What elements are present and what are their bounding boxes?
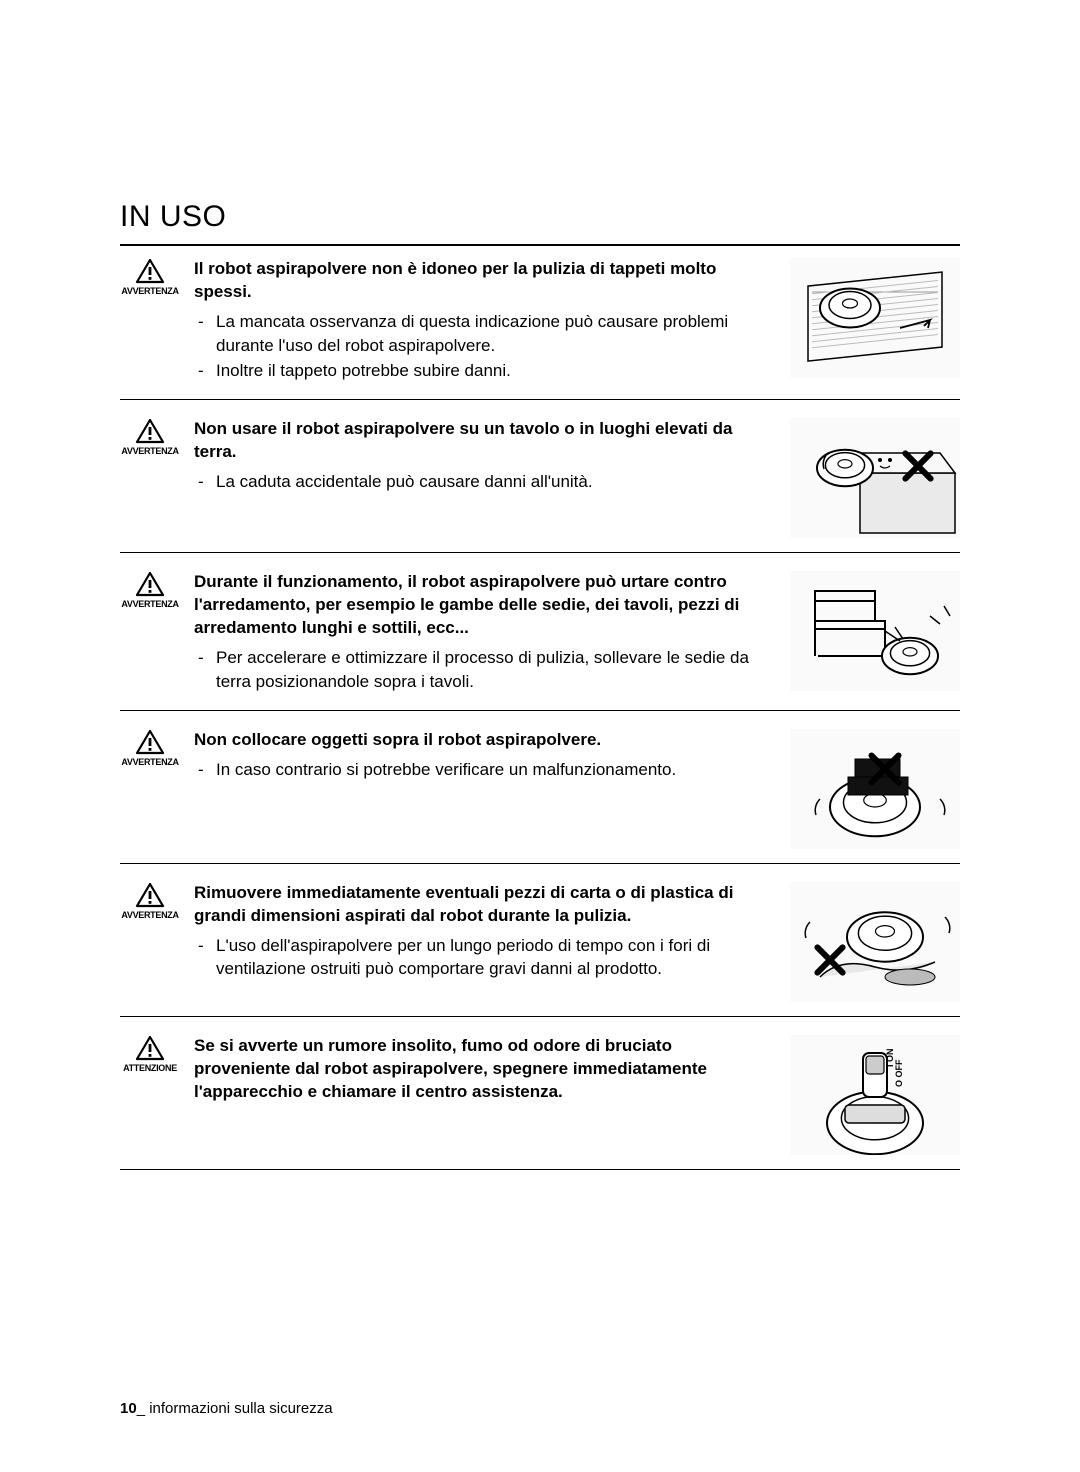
warning-label-col: AVVERTENZA xyxy=(120,571,180,609)
warning-label-col: AVVERTENZA xyxy=(120,729,180,767)
warning-label: AVVERTENZA xyxy=(120,757,180,767)
warning-title: Se si avverte un rumore insolito, fumo o… xyxy=(194,1035,766,1104)
warning-text-col: Se si avverte un rumore insolito, fumo o… xyxy=(194,1035,776,1110)
warning-label-col: AVVERTENZA xyxy=(120,882,180,920)
warning-title: Il robot aspirapolvere non è idoneo per … xyxy=(194,258,766,304)
warning-bullet: Inoltre il tappeto potrebbe subire danni… xyxy=(216,359,766,383)
warning-illustration xyxy=(790,418,960,538)
warning-text-col: Durante il funzionamento, il robot aspir… xyxy=(194,571,776,695)
page-number: 10 xyxy=(120,1400,137,1417)
warning-divider xyxy=(120,863,960,864)
warning-illustration-col xyxy=(790,258,960,378)
warning-illustration-col xyxy=(790,571,960,691)
warning-title: Durante il funzionamento, il robot aspir… xyxy=(194,571,766,640)
warning-item: AVVERTENZA Il robot aspirapolvere non è i… xyxy=(120,254,960,385)
warning-label-col: AVVERTENZA xyxy=(120,418,180,456)
svg-text:O OFF: O OFF xyxy=(894,1059,904,1087)
warning-divider xyxy=(120,552,960,553)
warning-label: AVVERTENZA xyxy=(120,446,180,456)
manual-page: IN USO AVVERTENZA Il robot aspirapolvere … xyxy=(0,0,1080,1472)
warning-illustration-col: I ON O OFF xyxy=(790,1035,960,1155)
warning-illustration-col xyxy=(790,418,960,538)
warning-divider xyxy=(120,1016,960,1017)
warning-triangle-icon xyxy=(135,882,165,908)
warning-divider xyxy=(120,1169,960,1170)
warning-bullet-list: La caduta accidentale può causare danni … xyxy=(194,470,766,494)
robot-shape xyxy=(820,289,880,328)
warning-title: Rimuovere immediatamente eventuali pezzi… xyxy=(194,882,766,928)
warning-illustration xyxy=(790,729,960,849)
warning-triangle-icon xyxy=(135,258,165,284)
section-title: IN USO xyxy=(120,200,960,234)
warning-bullet: La caduta accidentale può causare danni … xyxy=(216,470,766,494)
warning-label: AVVERTENZA xyxy=(120,286,180,296)
warning-text-col: Il robot aspirapolvere non è idoneo per … xyxy=(194,258,776,385)
warning-bullet-list: La mancata osservanza di questa indicazi… xyxy=(194,310,766,383)
warning-divider xyxy=(120,710,960,711)
warning-text-col: Non usare il robot aspirapolvere su un t… xyxy=(194,418,776,496)
warning-label-col: ATTENZIONE xyxy=(120,1035,180,1073)
warning-illustration-col xyxy=(790,729,960,849)
warning-triangle-icon xyxy=(135,1035,165,1061)
warning-item: AVVERTENZA Non usare il robot aspirapolve… xyxy=(120,414,960,538)
warning-bullet: La mancata osservanza di questa indicazi… xyxy=(216,310,766,358)
warning-label: ATTENZIONE xyxy=(120,1063,180,1073)
warning-illustration xyxy=(790,571,960,691)
warning-label: AVVERTENZA xyxy=(120,910,180,920)
warning-triangle-icon xyxy=(135,418,165,444)
warning-bullet: L'uso dell'aspirapolvere per un lungo pe… xyxy=(216,934,766,982)
warning-title: Non collocare oggetti sopra il robot asp… xyxy=(194,729,766,752)
warning-triangle-icon xyxy=(135,729,165,755)
warning-bullet: In caso contrario si potrebbe verificare… xyxy=(216,758,766,782)
warning-divider xyxy=(120,399,960,400)
warning-item: ATTENZIONE Se si avverte un rumore insoli… xyxy=(120,1031,960,1155)
warning-triangle-icon xyxy=(135,571,165,597)
warning-illustration xyxy=(790,258,960,378)
warning-illustration xyxy=(790,882,960,1002)
warning-item: AVVERTENZA Rimuovere immediatamente event… xyxy=(120,878,960,1002)
warning-item: AVVERTENZA Durante il funzionamento, il r… xyxy=(120,567,960,695)
warning-bullet-list: L'uso dell'aspirapolvere per un lungo pe… xyxy=(194,934,766,982)
warning-bullet-list: In caso contrario si potrebbe verificare… xyxy=(194,758,766,782)
warning-bullet-list: Per accelerare e ottimizzare il processo… xyxy=(194,646,766,694)
warning-item: AVVERTENZA Non collocare oggetti sopra il… xyxy=(120,725,960,849)
warnings-list: AVVERTENZA Il robot aspirapolvere non è i… xyxy=(120,254,960,1170)
warning-illustration: I ON O OFF xyxy=(790,1035,960,1155)
warning-title: Non usare il robot aspirapolvere su un t… xyxy=(194,418,766,464)
warning-label: AVVERTENZA xyxy=(120,599,180,609)
robot-shape xyxy=(882,638,938,674)
warning-text-col: Non collocare oggetti sopra il robot asp… xyxy=(194,729,776,784)
section-divider xyxy=(120,244,960,246)
warning-text-col: Rimuovere immediatamente eventuali pezzi… xyxy=(194,882,776,983)
page-footer: 10_ informazioni sulla sicurezza xyxy=(120,1400,333,1417)
warning-label-col: AVVERTENZA xyxy=(120,258,180,296)
footer-separator: _ xyxy=(137,1400,145,1417)
warning-bullet: Per accelerare e ottimizzare il processo… xyxy=(216,646,766,694)
footer-label: informazioni sulla sicurezza xyxy=(149,1400,332,1417)
robot-shape xyxy=(847,912,923,961)
warning-illustration-col xyxy=(790,882,960,1002)
